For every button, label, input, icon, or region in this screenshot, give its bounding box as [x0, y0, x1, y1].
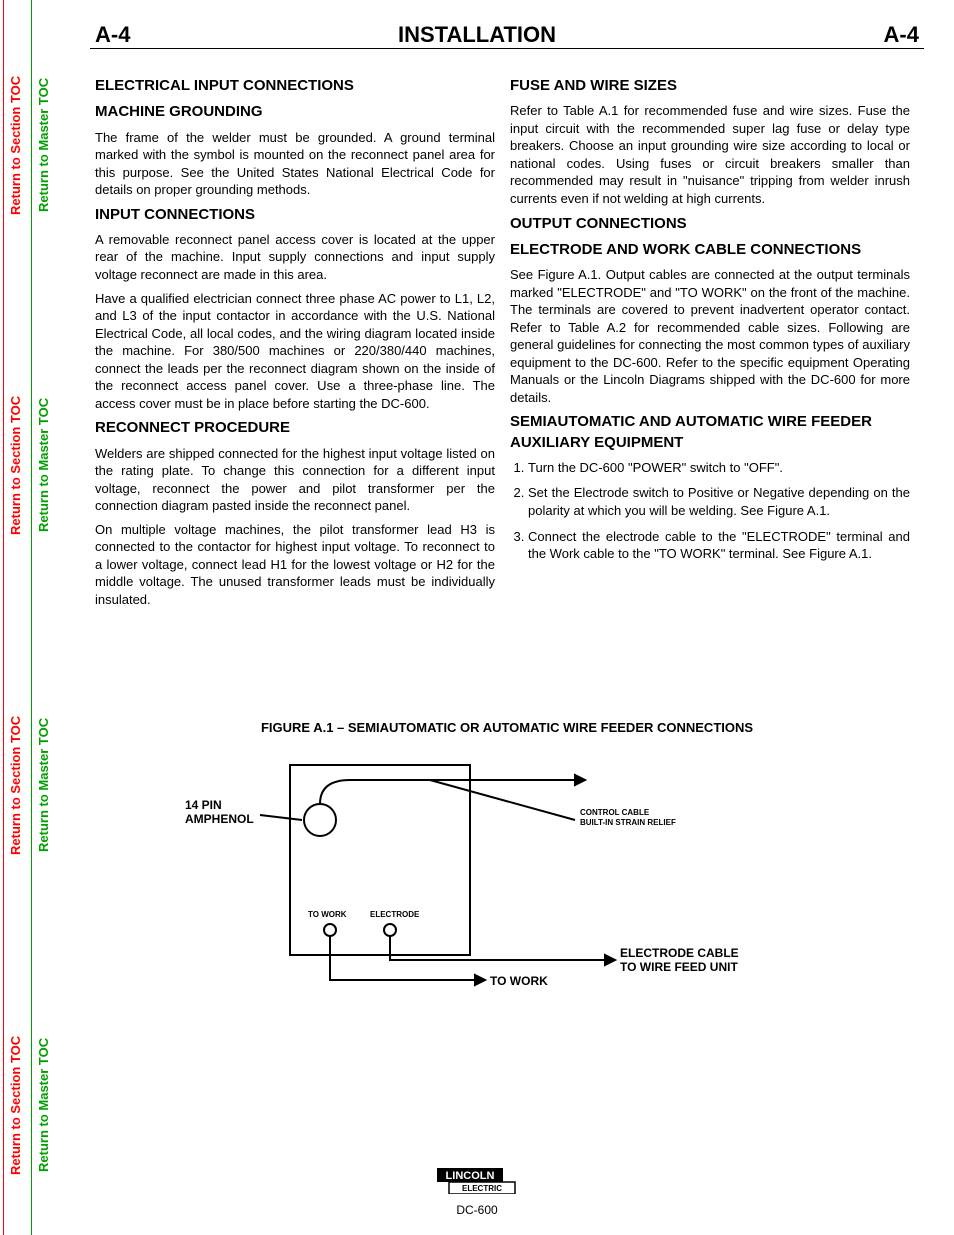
step-3: Connect the electrode cable to the "ELEC…: [528, 528, 910, 563]
label-to-work-term: TO WORK: [308, 910, 347, 919]
figure-title: FIGURE A.1 – SEMIAUTOMATIC OR AUTOMATIC …: [90, 720, 924, 735]
para-machine-grounding: The frame of the welder must be grounded…: [95, 129, 495, 199]
label-to-work-cable: TO WORK: [490, 974, 548, 988]
heading-fuse-wire: FUSE AND WIRE SIZES: [510, 76, 910, 96]
heading-machine-grounding: MACHINE GROUNDING: [95, 102, 495, 122]
para-reconnect-1: Welders are shipped connected for the hi…: [95, 445, 495, 515]
left-column: ELECTRICAL INPUT CONNECTIONS MACHINE GRO…: [95, 70, 495, 615]
para-input-2: Have a qualified electrician connect thr…: [95, 290, 495, 413]
label-amphenol-2: AMPHENOL: [185, 812, 254, 826]
label-strain-relief-1: CONTROL CABLE: [580, 808, 650, 817]
step-1: Turn the DC-600 "POWER" switch to "OFF".: [528, 459, 910, 477]
heading-reconnect: RECONNECT PROCEDURE: [95, 418, 495, 438]
logo-top-text: LINCOLN: [446, 1170, 495, 1182]
para-input-1: A removable reconnect panel access cover…: [95, 231, 495, 284]
label-strain-relief-2: BUILT-IN STRAIN RELIEF: [580, 818, 676, 827]
step-2: Set the Electrode switch to Positive or …: [528, 484, 910, 519]
heading-output: OUTPUT CONNECTIONS: [510, 214, 910, 234]
header-title: INSTALLATION: [0, 22, 954, 48]
return-section-toc-link[interactable]: Return to Section TOC: [8, 690, 23, 880]
label-electrode-term: ELECTRODE: [370, 910, 420, 919]
figure-svg: 14 PIN AMPHENOL TO WORK ELECTRODE TO WOR…: [180, 745, 880, 1015]
heading-semi-auto: SEMIAUTOMATIC AND AUTOMATIC WIRE FEEDER …: [510, 412, 910, 453]
return-master-toc-link[interactable]: Return to Master TOC: [36, 690, 51, 880]
para-reconnect-2: On multiple voltage machines, the pilot …: [95, 521, 495, 609]
label-electrode-cable-2: TO WIRE FEED UNIT: [620, 960, 738, 974]
label-electrode-cable-1: ELECTRODE CABLE: [620, 946, 739, 960]
return-section-toc-link[interactable]: Return to Section TOC: [8, 370, 23, 560]
header-rule: [90, 48, 924, 49]
footer-model: DC-600: [0, 1203, 954, 1217]
heading-electrical-input: ELECTRICAL INPUT CONNECTIONS: [95, 76, 495, 96]
right-column: FUSE AND WIRE SIZES Refer to Table A.1 f…: [510, 70, 910, 573]
para-fuse-wire: Refer to Table A.1 for recommended fuse …: [510, 102, 910, 207]
figure-a1: 14 PIN AMPHENOL TO WORK ELECTRODE TO WOR…: [180, 745, 880, 1015]
logo-bottom-text: ELECTRIC: [462, 1184, 502, 1193]
return-master-toc-link[interactable]: Return to Master TOC: [36, 370, 51, 560]
heading-input-connections: INPUT CONNECTIONS: [95, 205, 495, 225]
heading-electrode-work: ELECTRODE AND WORK CABLE CONNECTIONS: [510, 240, 910, 260]
section-toc-rule: [3, 0, 4, 1235]
para-electrode-work: See Figure A.1. Output cables are connec…: [510, 266, 910, 406]
master-toc-rule: [31, 0, 32, 1235]
return-section-toc-link[interactable]: Return to Section TOC: [8, 50, 23, 240]
steps-list: Turn the DC-600 "POWER" switch to "OFF".…: [528, 459, 910, 563]
return-master-toc-link[interactable]: Return to Master TOC: [36, 50, 51, 240]
lincoln-logo: LINCOLN ELECTRIC: [0, 1168, 954, 1199]
header-page-right: A-4: [884, 22, 919, 48]
label-amphenol-1: 14 PIN: [185, 798, 222, 812]
